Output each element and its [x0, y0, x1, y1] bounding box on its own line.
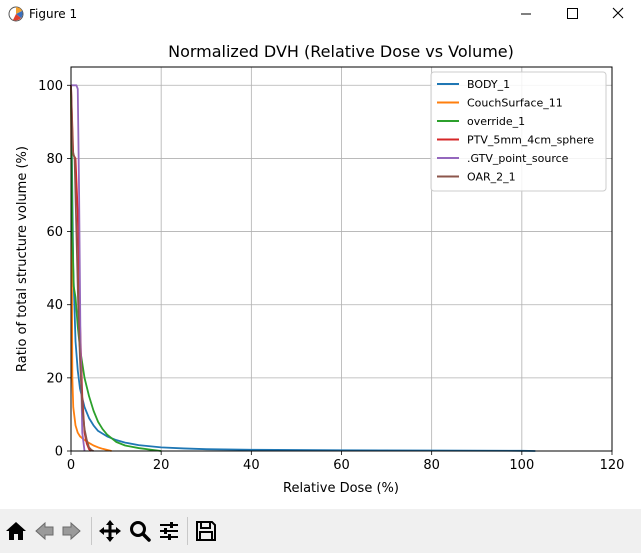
y-tick-label: 100 — [38, 79, 63, 94]
legend-label: .GTV_point_source — [467, 152, 569, 165]
forward-icon[interactable] — [58, 517, 86, 545]
save-icon[interactable] — [192, 517, 220, 545]
series-lines — [70, 84, 536, 452]
x-tick-label: 0 — [67, 458, 75, 473]
x-axis-label: Relative Dose (%) — [283, 481, 399, 496]
y-axis-label: Ratio of total structure volume (%) — [15, 146, 30, 372]
legend-label: CouchSurface_11 — [467, 97, 563, 110]
x-tick-label: 40 — [243, 458, 260, 473]
series-line-body-1 — [70, 85, 536, 452]
window-title: Figure 1 — [29, 7, 78, 21]
y-tick-label: 20 — [46, 371, 63, 386]
maximize-icon — [567, 8, 578, 19]
minimize-icon — [521, 13, 531, 15]
navigation-toolbar — [0, 509, 641, 553]
legend-label: OAR_2_1 — [467, 171, 516, 184]
figure-canvas: 0 20 40 60 80 100 120 0 20 40 60 80 100 Normalized D… — [0, 28, 641, 509]
series-line-couchsurface-11 — [70, 85, 112, 452]
zoom-icon[interactable] — [126, 517, 154, 545]
minimize-button[interactable] — [503, 0, 549, 28]
ticks: 0 20 40 60 80 100 120 0 20 40 60 80 100 — [38, 79, 624, 473]
home-icon[interactable] — [2, 517, 30, 545]
x-tick-label: 100 — [509, 458, 534, 473]
series-line-oar-2-1 — [70, 85, 94, 452]
matplotlib-icon — [8, 6, 24, 22]
legend: BODY_1 CouchSurface_11 override_1 PTV_5mm_4… — [430, 71, 607, 192]
maximize-button[interactable] — [549, 0, 595, 28]
toolbar-separator — [91, 517, 92, 545]
configure-subplots-icon[interactable] — [155, 517, 183, 545]
dvh-chart: 0 20 40 60 80 100 120 0 20 40 60 80 100 Normalized D… — [15, 42, 624, 496]
legend-label: BODY_1 — [467, 78, 510, 91]
pan-icon[interactable] — [96, 517, 124, 545]
close-icon — [612, 7, 624, 19]
x-tick-label: 120 — [600, 458, 625, 473]
title-bar: Figure 1 — [0, 0, 641, 28]
close-button[interactable] — [595, 0, 641, 28]
x-tick-label: 60 — [333, 458, 350, 473]
y-tick-label: 80 — [46, 152, 63, 167]
legend-label: PTV_5mm_4cm_sphere — [467, 134, 594, 147]
y-tick-label: 60 — [46, 225, 63, 240]
y-tick-label: 0 — [55, 445, 63, 460]
x-tick-label: 80 — [423, 458, 440, 473]
back-icon[interactable] — [30, 517, 58, 545]
toolbar-separator — [187, 517, 188, 545]
series-line-gtv-point-source — [71, 84, 86, 452]
y-tick-label: 40 — [46, 298, 63, 313]
x-tick-label: 20 — [153, 458, 170, 473]
series-line-override-1 — [70, 85, 162, 452]
legend-label: override_1 — [467, 115, 525, 128]
chart-title: Normalized DVH (Relative Dose vs Volume) — [168, 42, 514, 61]
legend-box — [430, 71, 607, 192]
